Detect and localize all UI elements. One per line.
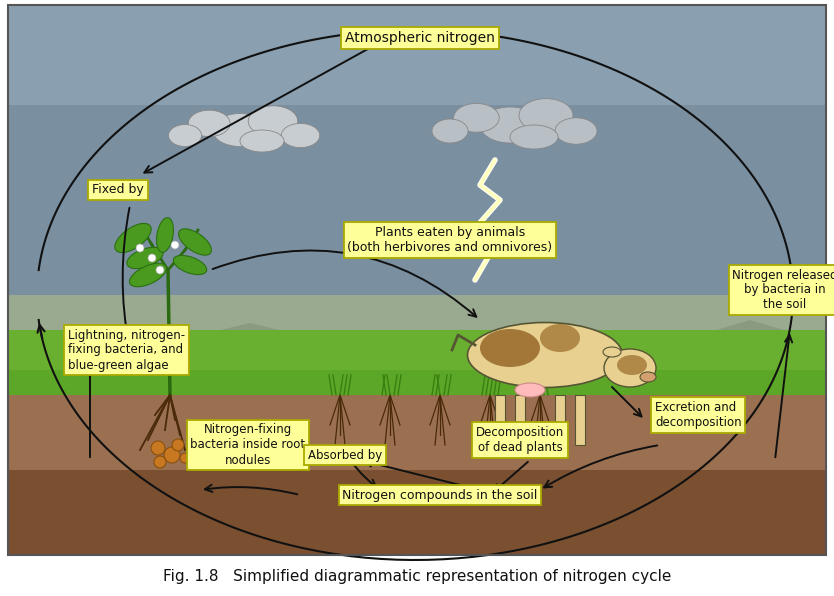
Ellipse shape	[604, 349, 656, 387]
Ellipse shape	[640, 372, 656, 382]
Ellipse shape	[617, 355, 647, 375]
Ellipse shape	[432, 119, 468, 143]
Circle shape	[148, 254, 156, 262]
Ellipse shape	[173, 256, 207, 275]
Circle shape	[172, 439, 184, 451]
Ellipse shape	[468, 322, 622, 387]
Ellipse shape	[157, 218, 173, 252]
Ellipse shape	[480, 107, 540, 143]
Ellipse shape	[603, 347, 621, 357]
Ellipse shape	[249, 106, 298, 136]
Bar	[8, 5, 826, 310]
Circle shape	[180, 453, 190, 463]
Ellipse shape	[281, 123, 319, 148]
Bar	[8, 370, 826, 395]
Ellipse shape	[129, 263, 167, 287]
Text: Nitrogen compounds in the soil: Nitrogen compounds in the soil	[342, 489, 538, 501]
Bar	[515, 395, 525, 445]
Ellipse shape	[480, 329, 540, 367]
Text: Lightning, nitrogen-
fixing bacteria, and
blue-green algae: Lightning, nitrogen- fixing bacteria, an…	[68, 328, 185, 371]
Ellipse shape	[115, 224, 151, 253]
Text: Nitrogen-fixing
bacteria inside root
nodules: Nitrogen-fixing bacteria inside root nod…	[190, 424, 305, 467]
Circle shape	[154, 456, 166, 468]
Text: Atmospheric nitrogen: Atmospheric nitrogen	[345, 31, 495, 45]
Circle shape	[156, 266, 164, 274]
Bar	[575, 395, 585, 445]
Polygon shape	[480, 325, 590, 335]
Text: Nitrogen released
by bacteria in
the soil: Nitrogen released by bacteria in the soi…	[732, 269, 834, 312]
Text: Fig. 1.8   Simplified diagrammatic representation of nitrogen cycle: Fig. 1.8 Simplified diagrammatic represe…	[163, 569, 671, 583]
Ellipse shape	[510, 125, 558, 149]
Ellipse shape	[240, 130, 284, 152]
Polygon shape	[700, 320, 800, 335]
Circle shape	[171, 241, 179, 249]
Circle shape	[151, 441, 165, 455]
Text: Decomposition
of dead plants: Decomposition of dead plants	[476, 426, 564, 454]
Bar	[495, 395, 505, 445]
Ellipse shape	[515, 383, 545, 397]
Bar	[8, 395, 826, 555]
Bar	[8, 470, 826, 555]
Polygon shape	[100, 330, 220, 335]
Polygon shape	[200, 323, 300, 335]
Polygon shape	[580, 330, 710, 335]
Bar	[8, 330, 826, 395]
Ellipse shape	[168, 125, 202, 147]
Ellipse shape	[213, 113, 268, 147]
Ellipse shape	[178, 229, 211, 255]
Circle shape	[164, 447, 180, 463]
Bar	[555, 395, 565, 445]
Ellipse shape	[540, 324, 580, 352]
Text: Plants eaten by animals
(both herbivores and omnivores): Plants eaten by animals (both herbivores…	[348, 226, 553, 254]
Bar	[8, 5, 826, 105]
Circle shape	[136, 244, 144, 252]
Text: Excretion and
decomposition: Excretion and decomposition	[655, 401, 741, 429]
Text: Fixed by: Fixed by	[92, 184, 144, 197]
Ellipse shape	[519, 98, 573, 132]
Text: Absorbed by: Absorbed by	[308, 449, 382, 461]
Ellipse shape	[454, 103, 500, 132]
Bar	[8, 295, 826, 335]
Ellipse shape	[127, 247, 163, 269]
Ellipse shape	[555, 118, 597, 144]
Ellipse shape	[188, 110, 230, 136]
